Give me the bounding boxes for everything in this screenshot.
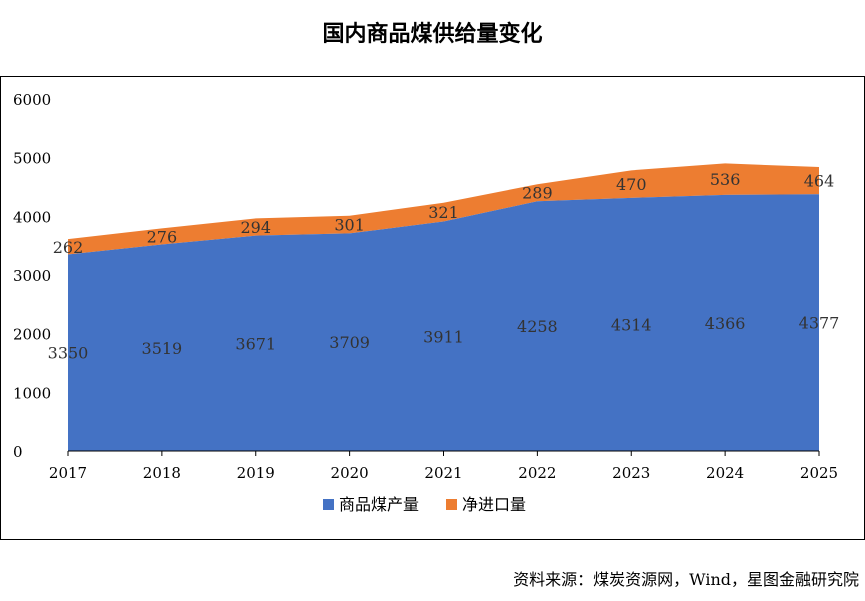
y-tick-label: 4000 [13, 208, 51, 226]
data-label-coal-production: 3911 [423, 327, 464, 346]
x-tick-label: 2024 [706, 464, 744, 482]
x-tick-label: 2017 [49, 464, 87, 482]
legend-label: 商品煤产量 [339, 495, 419, 514]
chart-plot: 0 1000 2000 3000 4000 5000 6000 2017 2018 2019 202… [13, 91, 840, 514]
data-label-coal-production: 4314 [611, 315, 652, 334]
chart-frame: 0 1000 2000 3000 4000 5000 6000 2017 2018 2019 202… [0, 76, 865, 540]
data-label-coal-production: 3519 [142, 339, 183, 358]
legend-label: 净进口量 [462, 495, 526, 514]
data-label-coal-production: 4377 [799, 314, 840, 333]
data-label-net-import: 470 [616, 175, 647, 194]
data-label-net-import: 276 [147, 227, 178, 246]
y-tick-label: 1000 [13, 384, 51, 402]
data-label-coal-production: 4366 [705, 314, 746, 333]
x-tick-label: 2018 [143, 464, 181, 482]
x-tick-label: 2023 [612, 464, 650, 482]
x-tick-label: 2019 [237, 464, 275, 482]
source-note: 资料来源：煤炭资源网，Wind，星图金融研究院 [513, 570, 859, 589]
series-area-net-import [68, 163, 819, 255]
data-label-net-import: 464 [804, 172, 835, 191]
data-label-coal-production: 3671 [235, 334, 276, 353]
x-tick-label: 2025 [800, 464, 838, 482]
x-tick-label: 2020 [331, 464, 369, 482]
y-tick-label: 2000 [13, 326, 51, 344]
data-label-net-import: 294 [240, 218, 271, 237]
y-tick-label: 5000 [13, 150, 51, 168]
y-tick-label: 6000 [13, 91, 51, 109]
data-label-net-import: 301 [334, 216, 365, 235]
y-tick-label: 3000 [13, 267, 51, 285]
legend-swatch [446, 499, 457, 510]
data-label-coal-production: 3709 [329, 333, 370, 352]
data-label-coal-production: 4258 [517, 317, 558, 336]
chart-title: 国内商品煤供给量变化 [322, 21, 543, 47]
series-area-coal-production [68, 194, 819, 451]
x-tick-label: 2021 [424, 464, 462, 482]
x-tick-label: 2022 [518, 464, 556, 482]
data-label-net-import: 262 [53, 238, 84, 257]
y-tick-label: 0 [13, 443, 23, 461]
data-label-net-import: 536 [710, 170, 741, 189]
data-label-net-import: 321 [428, 203, 459, 222]
data-label-coal-production: 3350 [48, 344, 89, 363]
data-label-net-import: 289 [522, 184, 553, 203]
legend-swatch [323, 499, 334, 510]
